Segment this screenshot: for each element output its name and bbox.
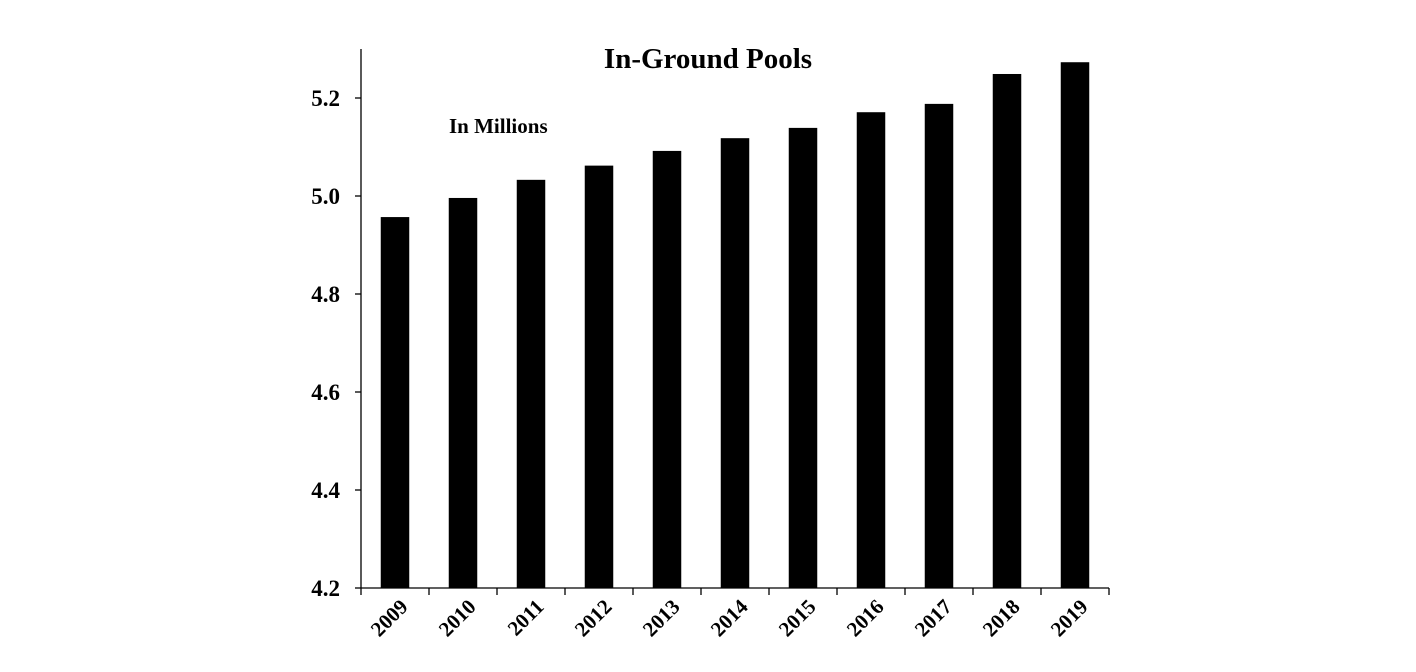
y-tick-label: 5.2 bbox=[311, 86, 340, 111]
bar-2014 bbox=[720, 138, 750, 588]
bar-2009 bbox=[380, 217, 410, 588]
bar-2010 bbox=[448, 197, 478, 588]
x-tick-label: 2018 bbox=[978, 595, 1025, 642]
x-tick-label: 2016 bbox=[842, 595, 889, 642]
x-tick-label: 2014 bbox=[706, 594, 753, 641]
bar-2011 bbox=[516, 179, 546, 588]
chart-title: In-Ground Pools bbox=[604, 43, 812, 75]
bar-2019 bbox=[1060, 62, 1090, 589]
x-tick-label: 2011 bbox=[503, 595, 549, 641]
bar-2018 bbox=[992, 73, 1022, 589]
x-tick-label: 2009 bbox=[366, 595, 413, 642]
y-tick-label: 4.4 bbox=[311, 478, 340, 503]
x-tick-label: 2012 bbox=[570, 595, 617, 642]
x-tick-label: 2017 bbox=[910, 595, 957, 642]
y-tick-label: 5.0 bbox=[311, 184, 340, 209]
x-tick-label: 2013 bbox=[638, 595, 685, 642]
y-tick-label: 4.2 bbox=[311, 576, 340, 601]
y-tick-label: 4.6 bbox=[311, 380, 340, 405]
x-tick-label: 2019 bbox=[1046, 595, 1093, 642]
x-tick-label: 2015 bbox=[774, 595, 821, 642]
bar-2012 bbox=[584, 165, 614, 588]
y-tick-label: 4.8 bbox=[311, 282, 340, 307]
bar-2013 bbox=[652, 150, 682, 589]
bar-2016 bbox=[856, 112, 886, 589]
bar-2015 bbox=[788, 127, 818, 588]
x-axis: 2009 2010 2011 2012 2013 2014 2015 2016 2017 2018… bbox=[360, 587, 1110, 642]
x-tick-label: 2010 bbox=[434, 595, 481, 642]
bar-2017 bbox=[924, 103, 954, 588]
y-axis: 4.2 4.4 4.6 4.8 5.0 5.2 bbox=[311, 49, 362, 601]
bar-series bbox=[380, 62, 1090, 589]
units-annotation: In Millions bbox=[449, 114, 548, 138]
